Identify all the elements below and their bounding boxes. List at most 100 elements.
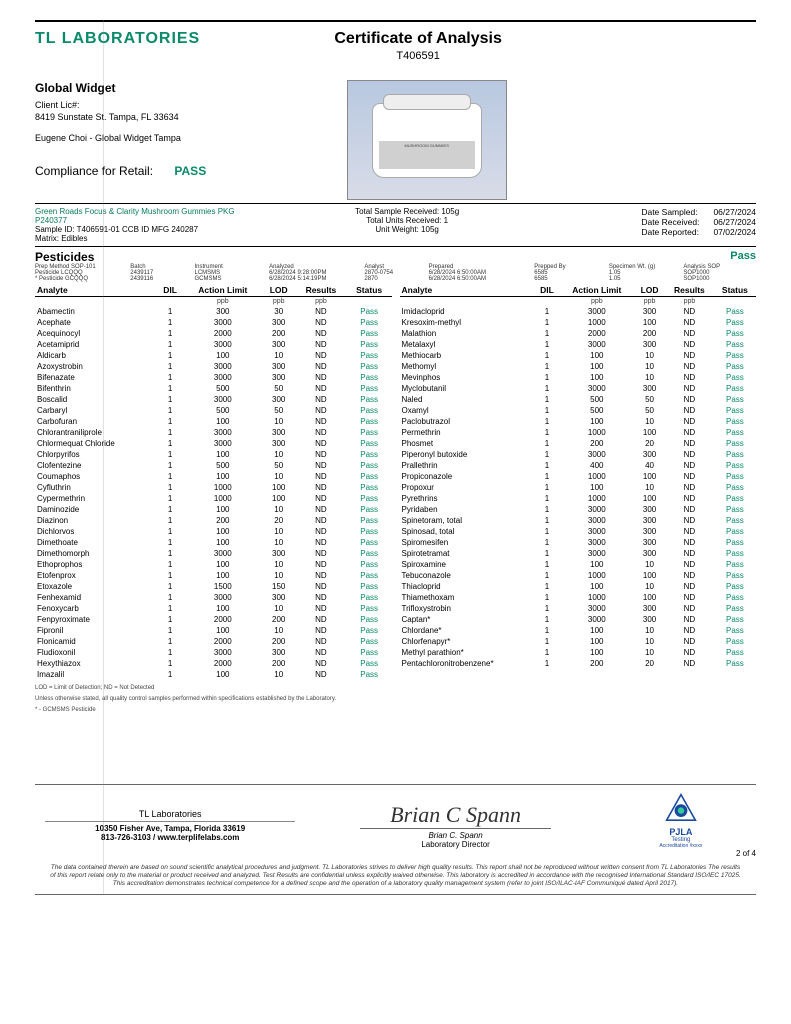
data-cell: 1 (157, 626, 183, 637)
data-cell: ND (665, 648, 714, 659)
data-cell: 10 (634, 373, 665, 384)
analyte-cell: Methyl parathion* (400, 648, 535, 659)
data-cell: 1 (157, 582, 183, 593)
data-cell: ND (295, 351, 347, 362)
data-cell: 1 (535, 549, 560, 560)
data-cell: Pass (714, 615, 756, 626)
data-cell: Pass (714, 406, 756, 417)
sig-name: Brian C. Spann (305, 831, 605, 840)
table-row: Boscalid13000300NDPass (35, 395, 392, 406)
data-cell: 300 (634, 615, 665, 626)
data-cell: ND (295, 461, 347, 472)
data-cell: ND (295, 670, 347, 681)
data-cell: Pass (714, 483, 756, 494)
data-cell: 10 (262, 560, 295, 571)
analyte-cell: Mevinphos (400, 373, 535, 384)
client-name: Global Widget (35, 80, 347, 97)
footer-lab: TL Laboratories (45, 809, 295, 822)
data-cell: 1 (535, 450, 560, 461)
footer-right: PJLA Testing Accreditation #xxxx 2 of 4 (606, 793, 756, 858)
data-cell: 10 (634, 637, 665, 648)
table-row: Spiromesifen13000300NDPass (400, 538, 757, 549)
data-cell: ND (295, 472, 347, 483)
data-cell: 1 (157, 307, 183, 318)
data-cell: 2000 (183, 637, 262, 648)
analyte-cell: Propiconazole (400, 472, 535, 483)
data-cell: 1 (157, 505, 183, 516)
col-header: LOD (634, 284, 665, 297)
data-cell: 1 (535, 505, 560, 516)
data-cell: Pass (347, 384, 392, 395)
data-cell: ND (665, 340, 714, 351)
data-cell: ND (295, 307, 347, 318)
data-cell: 3000 (183, 549, 262, 560)
analyte-cell: Methiocarb (400, 351, 535, 362)
sample-id: Sample ID: T406591-01 CCB ID MFG 240287 (35, 225, 291, 234)
analyte-cell: Phosmet (400, 439, 535, 450)
data-cell: 10 (262, 538, 295, 549)
data-cell: 100 (634, 593, 665, 604)
footer-addr: 10350 Fisher Ave, Tampa, Florida 33619 (45, 824, 295, 833)
data-cell: 100 (183, 505, 262, 516)
data-cell: 1 (535, 483, 560, 494)
fold-line (103, 20, 104, 895)
compliance-label: Compliance for Retail: (35, 164, 153, 178)
data-cell: 100 (559, 483, 634, 494)
client-lic-label: Client Lic#: (35, 99, 347, 112)
unit-cell: ppb (295, 297, 347, 307)
data-cell: Pass (347, 505, 392, 516)
analyte-cell: Permethrin (400, 428, 535, 439)
analyte-cell: Etoxazole (35, 582, 157, 593)
analyte-cell: Chlorpyrifos (35, 450, 157, 461)
data-cell: Pass (347, 351, 392, 362)
client-address: 8419 Sunstate St. Tampa, FL 33634 (35, 111, 347, 124)
data-cell: ND (665, 395, 714, 406)
page: TL LABORATORIES Certificate of Analysis … (0, 0, 791, 905)
data-cell: 100 (559, 648, 634, 659)
data-cell: 1 (157, 670, 183, 681)
sample-bar: Green Roads Focus & Clarity Mushroom Gum… (35, 207, 756, 243)
data-cell: ND (665, 461, 714, 472)
analyte-cell: Paclobutrazol (400, 417, 535, 428)
data-cell: 1 (157, 384, 183, 395)
date-reported-v: 07/02/2024 (713, 227, 756, 237)
footnotes: LOD = Limit of Detection; ND = Not Detec… (35, 685, 756, 715)
data-cell: Pass (347, 373, 392, 384)
section-title: Pesticides (35, 250, 94, 264)
data-cell: ND (665, 351, 714, 362)
data-cell: ND (295, 494, 347, 505)
data-cell: 1 (535, 527, 560, 538)
data-cell: 200 (559, 659, 634, 670)
data-cell: 10 (262, 527, 295, 538)
coa-title: Certificate of Analysis (200, 30, 636, 48)
data-cell: 1 (157, 527, 183, 538)
data-cell: 3000 (183, 395, 262, 406)
data-cell: 1 (535, 461, 560, 472)
data-cell: ND (665, 483, 714, 494)
data-cell: 2000 (183, 615, 262, 626)
data-cell: 200 (262, 615, 295, 626)
data-cell: 1 (535, 648, 560, 659)
table-row: Methiocarb110010NDPass (400, 351, 757, 362)
analyte-cell: Imidacloprid (400, 307, 535, 318)
data-cell: 3000 (183, 318, 262, 329)
analyte-cell: Fenoxycarb (35, 604, 157, 615)
col-header: DIL (157, 284, 183, 297)
table-row: Pentachloronitrobenzene*120020NDPass (400, 659, 757, 670)
meta-cell: 6/28/2024 6:50:00AM (429, 276, 533, 282)
data-cell: 3000 (559, 615, 634, 626)
data-cell: ND (295, 637, 347, 648)
data-cell: Pass (347, 648, 392, 659)
table-row: Clofentezine150050NDPass (35, 461, 392, 472)
data-cell: 1 (157, 538, 183, 549)
data-cell: 100 (559, 417, 634, 428)
data-cell: 1 (157, 615, 183, 626)
unit-cell: ppb (634, 297, 665, 307)
data-cell: 50 (634, 406, 665, 417)
data-cell: 1000 (183, 483, 262, 494)
data-cell: Pass (714, 593, 756, 604)
analyte-cell: Pentachloronitrobenzene* (400, 659, 535, 670)
data-cell: Pass (714, 461, 756, 472)
data-cell: 3000 (183, 593, 262, 604)
data-cell: ND (295, 340, 347, 351)
